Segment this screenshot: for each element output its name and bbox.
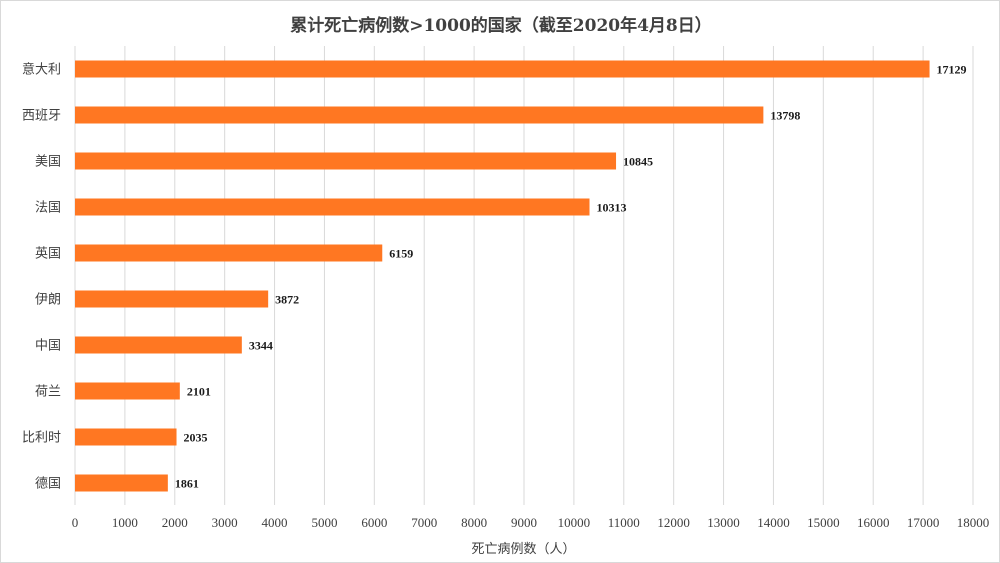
x-tick-label: 13000 [707,515,740,530]
x-tick-label: 1000 [112,515,138,530]
x-tick-label: 7000 [411,515,437,530]
data-label: 10845 [623,155,653,169]
data-label: 2035 [184,431,208,445]
x-tick-label: 11000 [608,515,640,530]
data-label: 13798 [770,109,800,123]
data-label: 6159 [389,247,413,261]
category-label: 德国 [35,477,61,492]
x-tick-label: 8000 [461,515,487,530]
bar [75,336,242,354]
data-label: 2101 [187,385,211,399]
x-tick-label: 6000 [361,515,387,530]
category-label: 比利时 [22,431,61,446]
x-tick-label: 14000 [757,515,790,530]
x-axis-title: 死亡病例数（人） [471,542,576,557]
category-label: 意大利 [22,62,61,78]
category-label: 中国 [35,339,61,354]
chart-title: 累计死亡病例数>1000的国家（截至2020年4月8日） [290,16,712,36]
bar [75,382,180,400]
bars [75,60,930,492]
data-label: 3344 [249,339,273,353]
bar [75,152,617,170]
x-tick-labels: 0 1000 2000 3000 4000 5000 6000 7000 8000 9000 100… [72,515,990,530]
bar [75,428,177,446]
x-tick-label: 3000 [212,515,238,530]
x-tick-label: 18000 [957,515,990,530]
data-labels: 17129 13798 10845 10313 6159 3872 3344 2101 2035… [175,63,967,491]
bar [75,474,168,492]
x-tick-label: 10000 [558,515,591,530]
data-label: 17129 [937,63,967,77]
bar [75,60,930,78]
category-label: 伊朗 [35,293,61,308]
x-tick-label: 2000 [162,515,188,530]
data-label: 3872 [275,293,299,307]
category-label: 法国 [35,201,61,216]
x-tick-label: 16000 [857,515,890,530]
x-tick-label: 12000 [657,515,690,530]
category-label: 英国 [35,247,61,262]
bar [75,106,764,124]
category-label: 荷兰 [35,385,61,400]
x-tick-label: 5000 [311,515,337,530]
data-label: 10313 [597,201,627,215]
x-tick-label: 9000 [511,515,537,530]
category-label: 美国 [35,155,61,170]
x-tick-label: 17000 [907,515,940,530]
bar [75,198,590,216]
x-tick-label: 15000 [807,515,840,530]
bar [75,244,383,262]
bar [75,290,269,308]
category-label: 西班牙 [22,109,61,124]
x-tick-label: 0 [72,515,79,530]
x-tick-label: 4000 [262,515,288,530]
data-label: 1861 [175,477,199,491]
